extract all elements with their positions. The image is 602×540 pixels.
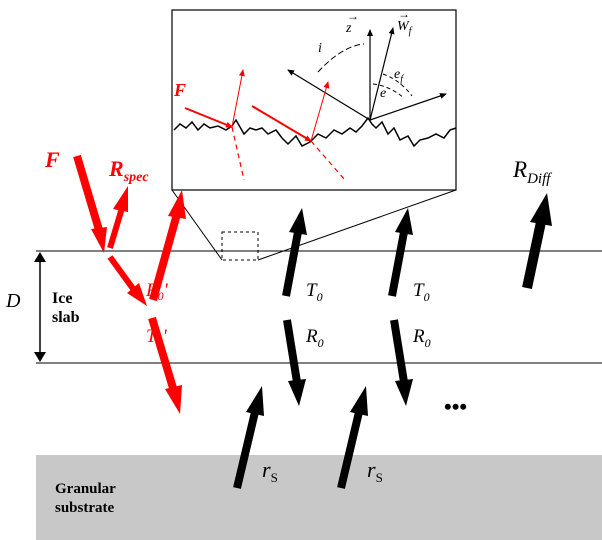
inset-incident-ray-1 xyxy=(184,107,233,128)
inset-angle-arc-ef xyxy=(382,73,413,97)
label-d: D xyxy=(5,290,21,312)
transmission-up-left-shaft xyxy=(282,231,302,297)
substrate-reflection-left-shaft xyxy=(233,411,259,489)
label-t0-prime: T0' xyxy=(146,326,168,349)
inset-label-e: e xyxy=(380,86,386,101)
inset-z-vector-mark: → xyxy=(347,9,359,23)
thickness-arrow-top xyxy=(34,252,46,262)
label-rs-right: rS xyxy=(367,457,383,485)
diffuse-reflectance-head xyxy=(530,193,552,226)
substrate-label-line1: Granular xyxy=(55,481,116,497)
inset-emergence-vector xyxy=(369,93,447,121)
label-r0-prime: R0' xyxy=(145,280,169,303)
reflection-down-right-head xyxy=(395,379,413,406)
inset-incident-direction-vector xyxy=(287,69,371,121)
incident-flux-shaft xyxy=(73,154,103,232)
transmission-up-left-head xyxy=(289,208,307,235)
label-f: F xyxy=(44,147,60,172)
label-r0-left: R0 xyxy=(305,326,324,350)
inset-panel xyxy=(171,9,457,191)
t0-prime-shaft xyxy=(148,316,177,390)
label-r-spec: Rspec xyxy=(108,156,149,185)
inset-reflected-ray-1 xyxy=(231,69,245,128)
t0-prime-head xyxy=(165,385,182,414)
ice-slab-label-line2: slab xyxy=(52,309,80,326)
reflection-down-left-shaft xyxy=(283,319,301,383)
substrate-reflection-left-head xyxy=(246,386,264,416)
inset-reflected-ray-2 xyxy=(310,81,330,142)
inset-facet-normal-w-vector xyxy=(369,27,395,121)
label-t0-left: T0 xyxy=(306,280,323,304)
r0-prime-head xyxy=(168,190,186,219)
label-rs-left: rS xyxy=(262,457,278,485)
inset-incident-ray-2 xyxy=(251,105,312,142)
transmission-up-right-shaft xyxy=(388,231,408,297)
diffuse-reflectance-shaft xyxy=(522,220,546,290)
transmitted-into-slab-head xyxy=(127,283,147,306)
label-r-diff: RDiff xyxy=(512,157,552,187)
inset-angle-arc-i xyxy=(317,43,365,73)
reflection-down-right-shaft xyxy=(390,319,408,383)
zoom-line-right xyxy=(257,189,457,261)
r0-prime-shaft xyxy=(149,212,181,302)
incident-flux-head xyxy=(91,227,107,253)
inset-label-i: i xyxy=(318,41,322,56)
reflection-down-left-head xyxy=(288,379,306,406)
inset-label-f: F xyxy=(173,80,186,100)
inset-transmitted-ray-1 xyxy=(231,126,245,181)
specular-reflection-shaft xyxy=(107,207,125,249)
label-t0-right: T0 xyxy=(413,280,430,304)
ice-slab-label-line1: Ice xyxy=(52,290,72,307)
inset-label-z: z xyxy=(345,21,352,36)
thickness-arrow-bottom xyxy=(34,352,46,362)
substrate-reflection-right-head xyxy=(350,386,368,416)
inset-label-ef: ef xyxy=(394,67,404,85)
transmission-up-right-head xyxy=(395,208,413,235)
substrate-label-line2: substrate xyxy=(55,500,115,516)
inset-w-vector-mark: → xyxy=(398,7,410,21)
substrate-reflection-right-shaft xyxy=(337,411,363,489)
ellipsis: ••• xyxy=(444,394,467,419)
granular-substrate-region xyxy=(36,455,602,540)
transmitted-into-slab-shaft xyxy=(107,255,137,292)
zoom-region-box xyxy=(221,231,259,261)
inset-label-w: Wf xyxy=(397,19,413,37)
inset-angle-arc-e xyxy=(372,83,405,99)
label-r0-right: R0 xyxy=(412,326,431,350)
inset-rough-surface xyxy=(173,116,457,148)
specular-reflection-head xyxy=(113,186,128,212)
